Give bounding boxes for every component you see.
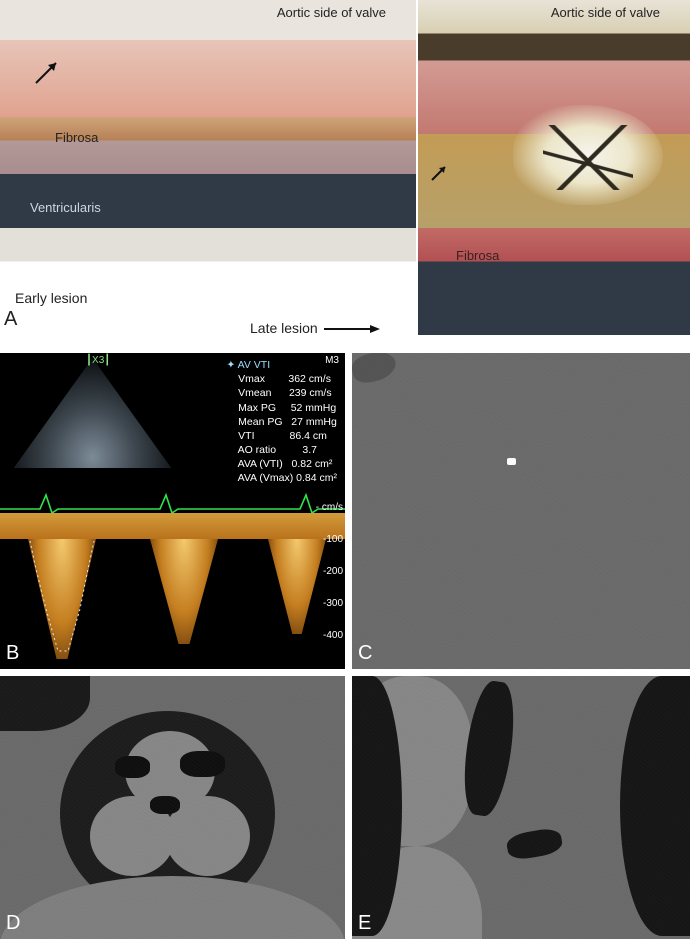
leaflet-calcification-3 [150,796,180,814]
arrow-right-icon [322,323,382,335]
doppler-measurements: ✦ AV VTI Vmax 362 cm/s Vmean 239 cm/s Ma… [227,358,338,486]
label-fibrosa-right: Fibrosa [456,248,499,263]
meas-maxpg: Max PG 52 mmHg [227,401,338,415]
lung-right [620,676,690,936]
doppler-spectral-area [0,539,345,663]
panel-label-b: B [6,642,19,665]
panel-label-a: A [4,308,17,331]
leaflet-calcification-2 [180,751,225,777]
ct-hypodense-region [352,353,399,386]
arrow-early-lesion-icon [30,55,64,89]
meas-ava-vmax: AVA (Vmax) 0.84 cm² [227,471,338,485]
aortic-valve-plane [505,826,564,861]
panel-d-ct-shortaxis: D [0,676,345,939]
scale-m200: -200 [316,567,343,577]
panel-label-e: E [358,912,371,935]
aortic-root-lumen [60,711,275,916]
cusp-right [165,796,250,876]
label-fibrosa-left: Fibrosa [55,130,98,145]
scale-m100: -100 [316,535,343,545]
doppler-envelope-2 [150,539,218,644]
pulmonary-artery [352,676,472,846]
la-chamber [0,676,90,731]
panel-a-late-histology: Aortic side of valve Fibrosa [416,0,690,335]
meas-vmean: Vmean 239 cm/s [227,386,338,400]
scale-unit: - cm/s [316,503,343,513]
cusp-non [125,731,215,811]
doppler-baseline [0,513,345,541]
panel-label-c: C [358,642,372,665]
panel-a-early-histology: Aortic side of valve Fibrosa Ventricular… [0,0,416,335]
panel-b-doppler-echo: M3 ┃X3┃ ✦ AV VTI Vmax 362 cm/s Vmean 239… [0,353,345,669]
panel-e-ct-coronal: E [352,676,690,939]
doppler-velocity-scale: - cm/s -100 -200 -300 -400 [316,503,343,663]
doppler-trace-dots [28,539,96,659]
probe-tag: ┃X3┃ [86,355,110,366]
meas-ava-vti: AVA (VTI) 0.82 cm² [227,457,338,471]
cusp-left [90,796,175,876]
panel-c-ct-speck: C [352,353,690,669]
panel-label-d: D [6,912,20,935]
meas-aoratio: AO ratio 3.7 [227,443,338,457]
meas-vti: VTI 86.4 cm [227,429,338,443]
caption-early-lesion: Early lesion [15,290,87,306]
lung-left [352,676,402,936]
meas-meanpg: Mean PG 27 mmHg [227,415,338,429]
echo-2d-sector [5,358,180,468]
lv-myocardium [0,876,345,939]
meas-header: ✦ AV VTI [227,358,338,372]
scale-m300: -300 [316,599,343,609]
label-aortic-side-left: Aortic side of valve [277,5,386,20]
scale-m400: -400 [316,631,343,641]
calcific-nodule [513,105,663,205]
caption-late-lesion: Late lesion [250,320,318,336]
label-ventricularis: Ventricularis [30,200,101,215]
meas-vmax: Vmax 362 cm/s [227,372,338,386]
arrow-late-lesion-icon [428,160,452,184]
vessel-gap [458,679,520,819]
ct-calcific-speck [507,458,516,465]
ascending-aorta [352,846,482,939]
leaflet-calcification-1 [115,756,150,778]
label-aortic-side-right: Aortic side of valve [551,5,660,20]
caption-late-lesion-row: Late lesion [250,320,382,336]
